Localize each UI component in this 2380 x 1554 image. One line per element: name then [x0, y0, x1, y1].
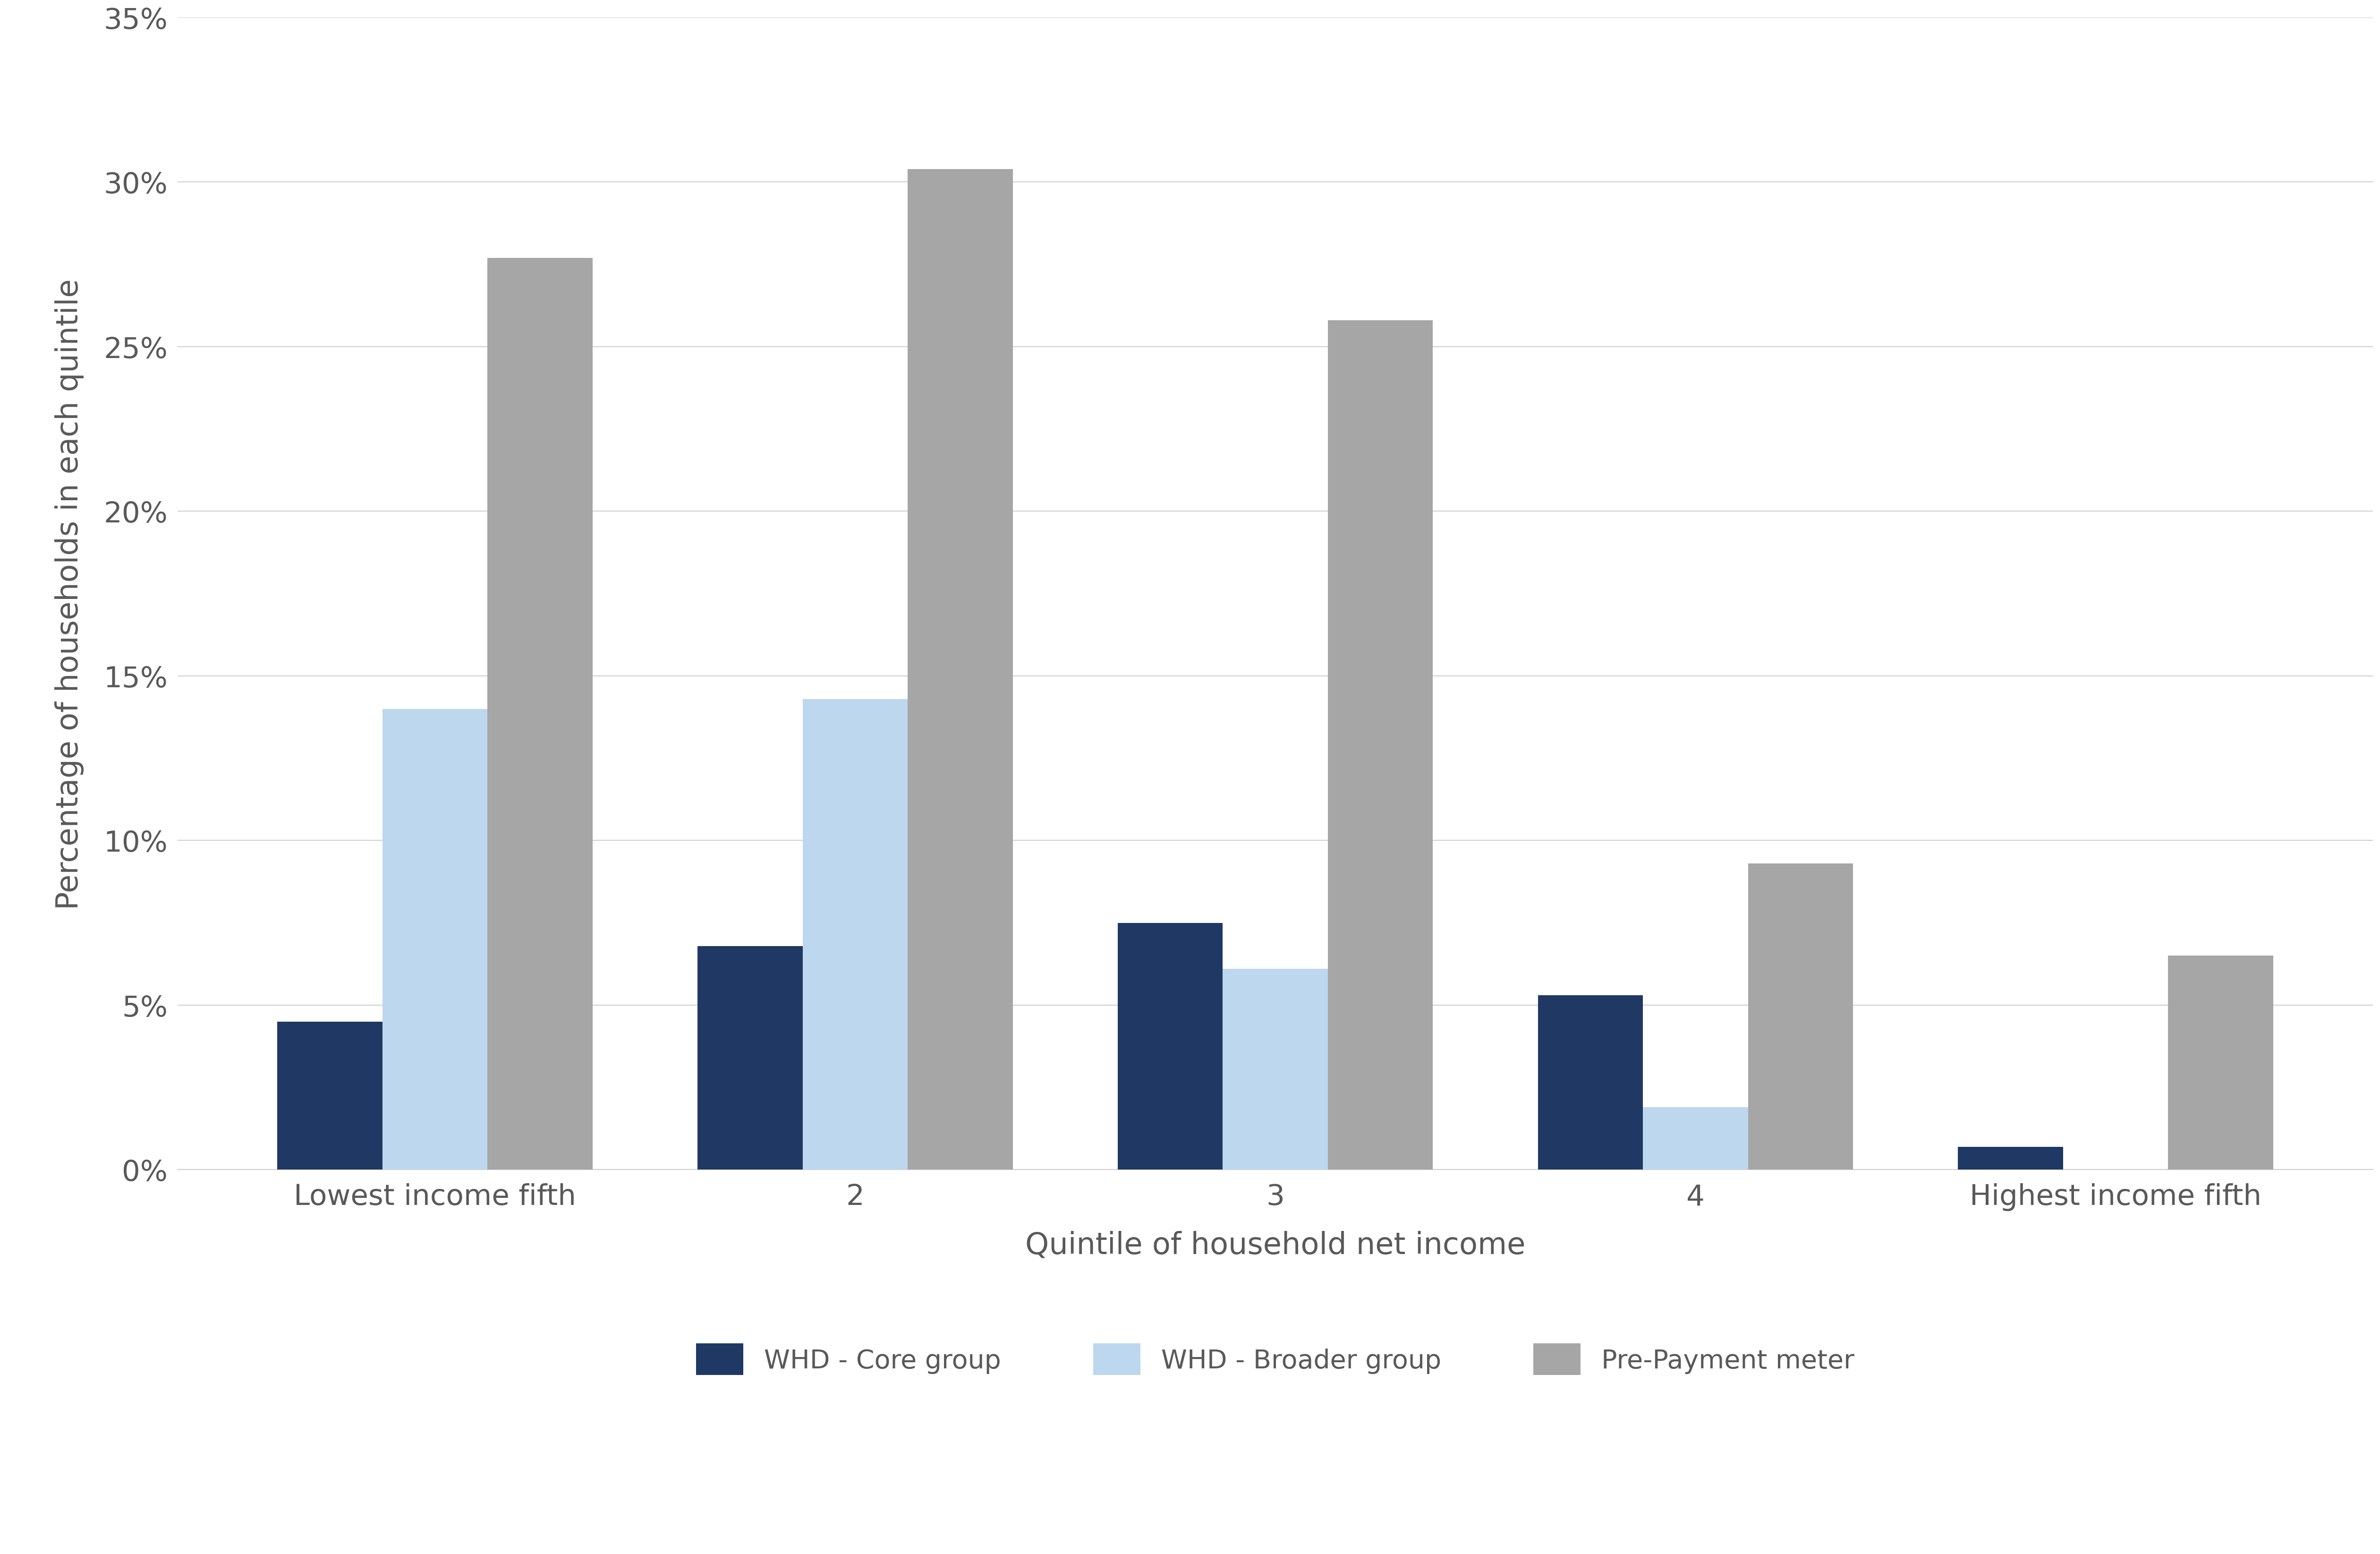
Legend: WHD - Core group, WHD - Broader group, Pre-Payment meter: WHD - Core group, WHD - Broader group, P…: [685, 1333, 1866, 1386]
Bar: [697, 946, 802, 1170]
Bar: [1119, 923, 1223, 1170]
Bar: [383, 709, 488, 1170]
Bar: [1747, 864, 1854, 1170]
Bar: [488, 258, 593, 1170]
Bar: [802, 699, 907, 1170]
Bar: [1537, 996, 1642, 1170]
Y-axis label: Percentage of households in each quintile: Percentage of households in each quintil…: [55, 278, 83, 909]
Bar: [1642, 1108, 1747, 1170]
X-axis label: Quintile of household net income: Quintile of household net income: [1026, 1231, 1526, 1260]
Bar: [2168, 956, 2273, 1170]
Bar: [1959, 1147, 2063, 1170]
Bar: [1328, 320, 1433, 1170]
Bar: [907, 169, 1012, 1170]
Bar: [278, 1021, 383, 1170]
Bar: [1223, 970, 1328, 1170]
